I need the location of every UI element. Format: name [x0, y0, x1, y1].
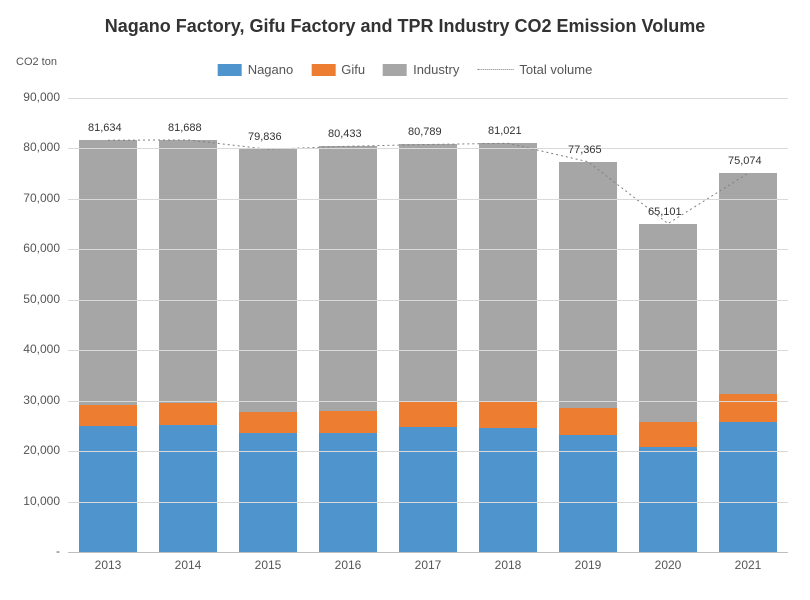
y-tick-label: 90,000 [0, 90, 60, 104]
x-tick-label: 2018 [495, 558, 522, 572]
grid-line [68, 300, 788, 301]
bar-segment-gifu [479, 401, 537, 428]
y-tick-label: - [0, 544, 60, 558]
bar-slot: 2017 [388, 144, 468, 552]
bar-segment-nagano [479, 428, 537, 552]
bar-slot: 2013 [68, 140, 148, 552]
bar-segment-gifu [79, 405, 137, 426]
y-tick-label: 20,000 [0, 443, 60, 457]
y-tick-label: 80,000 [0, 140, 60, 154]
grid-line [68, 451, 788, 452]
total-data-label: 79,836 [248, 131, 282, 143]
total-data-label: 81,021 [488, 125, 522, 137]
bar-segment-gifu [399, 402, 457, 428]
grid-line [68, 199, 788, 200]
bar-slot: 2016 [308, 146, 388, 552]
total-data-label: 77,365 [568, 144, 602, 156]
stacked-bar [639, 224, 697, 552]
bar-segment-gifu [319, 411, 377, 433]
grid-line [68, 249, 788, 250]
plot-area: 201320142015201620172018201920202021 -10… [68, 98, 788, 552]
x-tick-label: 2017 [415, 558, 442, 572]
y-tick-label: 50,000 [0, 292, 60, 306]
y-tick-label: 10,000 [0, 494, 60, 508]
legend-item: Nagano [218, 62, 294, 77]
grid-line [68, 350, 788, 351]
total-data-label: 65,101 [648, 206, 682, 218]
bar-segment-nagano [559, 435, 617, 552]
legend-swatch [218, 64, 242, 76]
x-tick-label: 2014 [175, 558, 202, 572]
bar-segment-industry [719, 173, 777, 394]
bar-segment-industry [399, 144, 457, 401]
legend-item: Total volume [477, 62, 592, 77]
bar-segment-gifu [559, 408, 617, 435]
bar-segment-industry [479, 143, 537, 400]
stacked-bar [319, 146, 377, 552]
stacked-bar [159, 140, 217, 552]
x-tick-label: 2021 [735, 558, 762, 572]
bar-segment-gifu [719, 394, 777, 422]
grid-line [68, 98, 788, 99]
total-data-label: 81,634 [88, 122, 122, 134]
bars-container: 201320142015201620172018201920202021 [68, 98, 788, 552]
bar-segment-nagano [399, 427, 457, 552]
bar-segment-nagano [639, 447, 697, 552]
stacked-bar [79, 140, 137, 552]
bar-segment-gifu [639, 422, 697, 447]
y-tick-label: 60,000 [0, 241, 60, 255]
legend-label: Industry [413, 62, 459, 77]
stacked-bar [399, 144, 457, 552]
stacked-bar [479, 143, 537, 552]
y-tick-label: 40,000 [0, 342, 60, 356]
stacked-bar [559, 162, 617, 552]
bar-segment-industry [159, 140, 217, 403]
bar-segment-industry [639, 224, 697, 423]
legend: Nagano Gifu Industry Total volume [218, 62, 593, 77]
grid-line [68, 148, 788, 149]
x-tick-label: 2015 [255, 558, 282, 572]
x-tick-label: 2019 [575, 558, 602, 572]
bar-slot: 2020 [628, 224, 708, 552]
legend-swatch [383, 64, 407, 76]
stacked-bar [719, 173, 777, 552]
bar-slot: 2019 [548, 162, 628, 552]
bar-segment-industry [239, 149, 297, 411]
legend-item: Industry [383, 62, 459, 77]
grid-line [68, 502, 788, 503]
grid-line [68, 552, 788, 553]
bar-segment-industry [319, 146, 377, 410]
legend-swatch [311, 64, 335, 76]
legend-label: Nagano [248, 62, 294, 77]
bar-segment-industry [79, 140, 137, 405]
bar-segment-gifu [159, 403, 217, 425]
grid-line [68, 401, 788, 402]
legend-swatch-line [477, 69, 513, 70]
total-data-label: 80,789 [408, 126, 442, 138]
x-tick-label: 2016 [335, 558, 362, 572]
total-data-label: 81,688 [168, 122, 202, 134]
bar-segment-nagano [159, 425, 217, 552]
x-tick-label: 2013 [95, 558, 122, 572]
legend-label: Gifu [341, 62, 365, 77]
legend-label: Total volume [519, 62, 592, 77]
bar-segment-nagano [719, 422, 777, 552]
bar-slot: 2014 [148, 140, 228, 552]
y-tick-label: 70,000 [0, 191, 60, 205]
x-tick-label: 2020 [655, 558, 682, 572]
total-data-label: 75,074 [728, 155, 762, 167]
chart-area: NaganoGifuIndustryTotal volume 201320142… [0, 0, 810, 600]
total-data-label: 80,433 [328, 128, 362, 140]
bar-segment-nagano [79, 426, 137, 552]
bar-slot: 2018 [468, 143, 548, 552]
y-tick-label: 30,000 [0, 393, 60, 407]
bar-segment-gifu [239, 412, 297, 434]
legend-item: Gifu [311, 62, 365, 77]
bar-slot: 2021 [708, 173, 788, 552]
